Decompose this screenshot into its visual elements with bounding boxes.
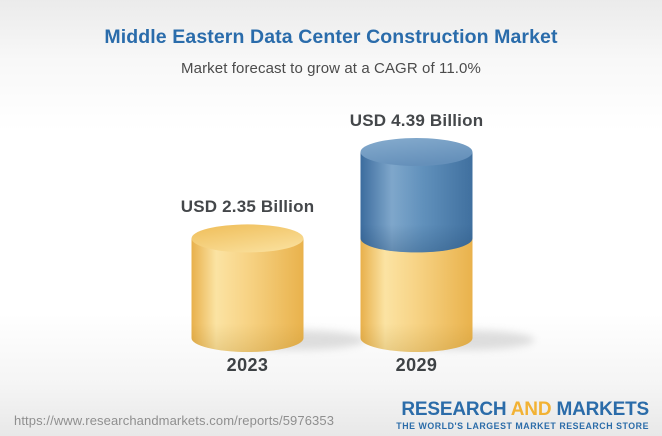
year-label-2023: 2023 [226, 355, 269, 375]
logo-tagline: THE WORLD'S LARGEST MARKET RESEARCH STOR… [396, 421, 649, 432]
year-label-2029: 2029 [395, 355, 438, 375]
logo-wordmark: RESEARCH AND MARKETS [396, 400, 649, 419]
logo-research: RESEARCH [401, 399, 507, 421]
cylinder-group [191, 138, 535, 353]
value-label-2023: USD 2.35 Billion [180, 197, 315, 217]
value-label-2029: USD 4.39 Billion [349, 111, 484, 130]
chart-subtitle: Market forecast to grow at a CAGR of 11.… [181, 60, 481, 77]
logo-and: AND [510, 399, 552, 421]
chart-header: Middle Eastern Data Center Construction … [0, 0, 662, 77]
logo-markets: MARKETS [556, 399, 649, 421]
report-url[interactable]: https://www.researchandmarkets.com/repor… [14, 413, 335, 428]
chart-title: Middle Eastern Data Center Construction … [104, 26, 558, 48]
brand-logo: RESEARCH AND MARKETS THE WORLD'S LARGEST… [396, 400, 649, 431]
